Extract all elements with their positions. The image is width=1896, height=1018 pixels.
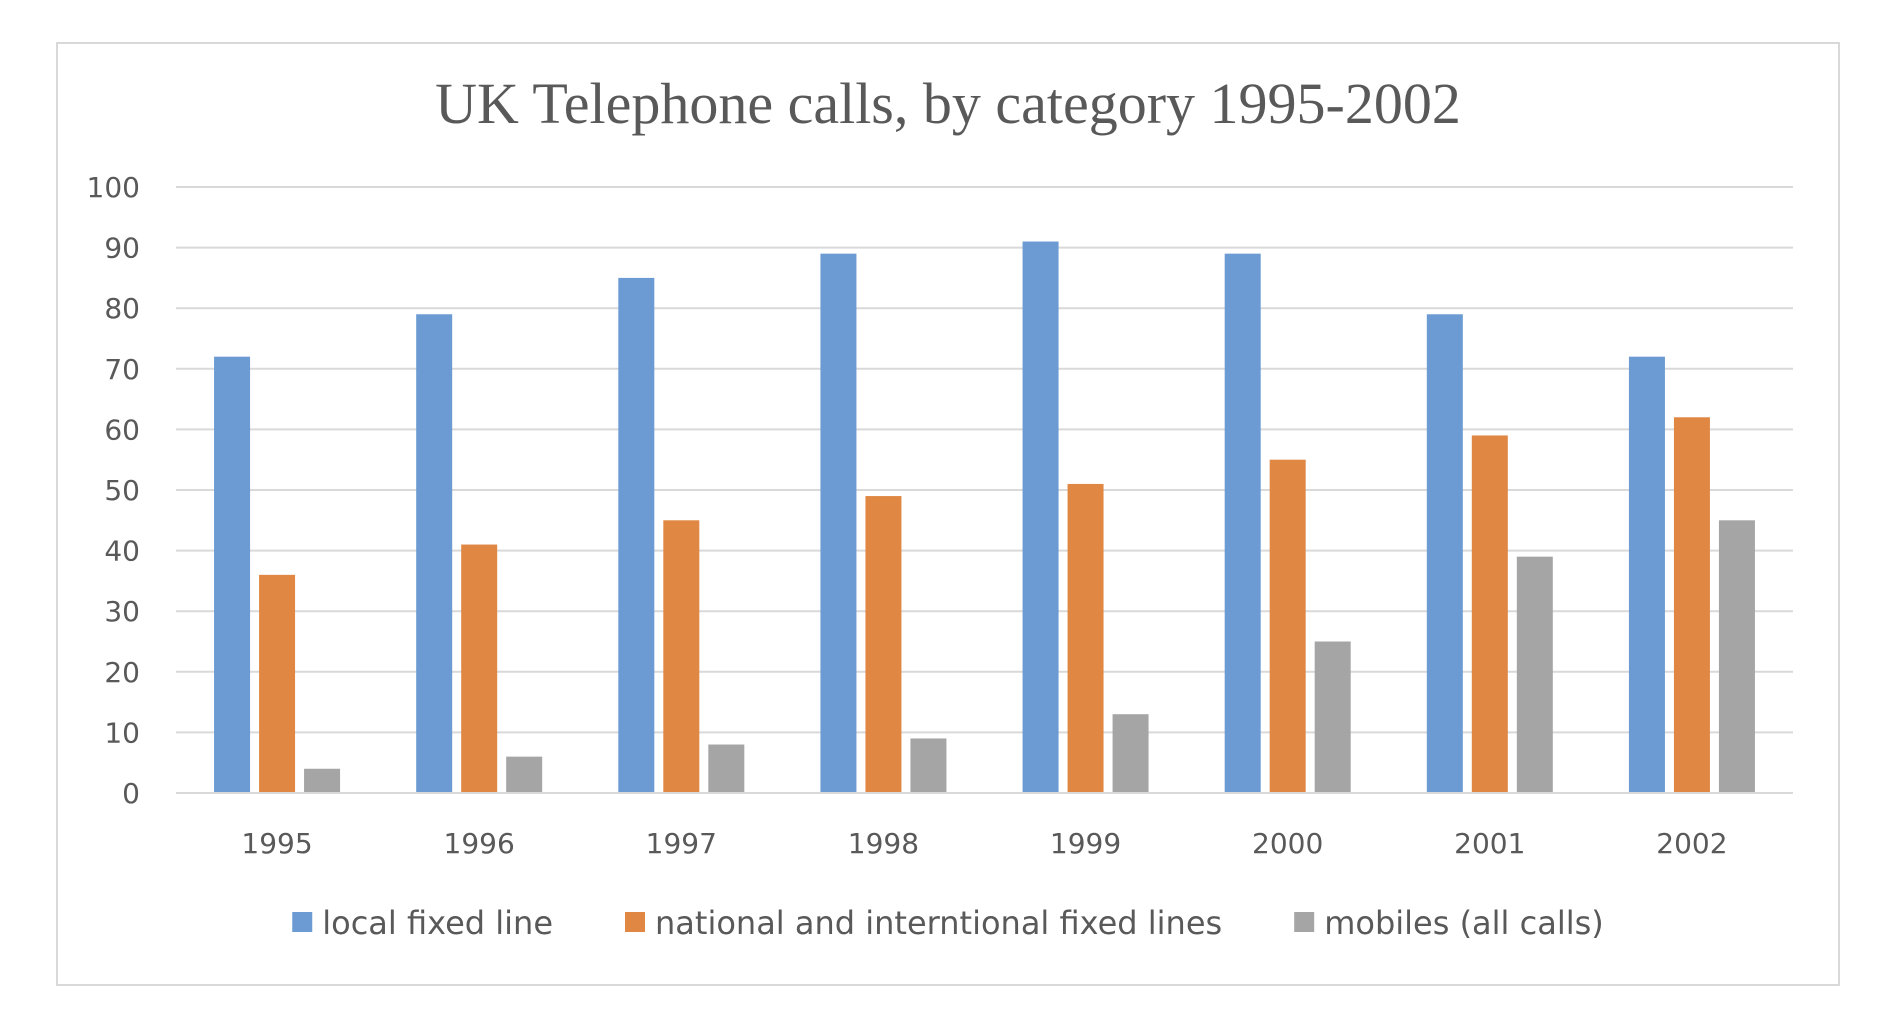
legend-item: mobiles (all calls)	[1294, 904, 1604, 942]
legend-label: local fixed line	[322, 904, 553, 942]
bar	[1112, 714, 1149, 793]
bar	[618, 277, 655, 793]
legend-item: national and interntional fixed lines	[625, 904, 1222, 942]
y-tick-label: 0	[122, 777, 140, 810]
x-tick-label: 2001	[1454, 827, 1525, 860]
y-tick-label: 60	[104, 413, 140, 446]
bar	[1314, 641, 1351, 793]
y-tick-label: 40	[104, 535, 140, 568]
chart-title: UK Telephone calls, by category 1995-200…	[435, 71, 1461, 136]
y-tick-label: 70	[104, 353, 140, 386]
x-tick-label: 2000	[1252, 827, 1323, 860]
y-tick-label: 80	[104, 292, 140, 325]
bar	[1471, 435, 1508, 793]
x-tick-label: 2002	[1656, 827, 1727, 860]
bar	[1516, 556, 1553, 793]
bars	[214, 241, 1755, 794]
legend-label: mobiles (all calls)	[1324, 904, 1604, 942]
y-tick-label: 50	[104, 474, 140, 507]
bar	[708, 744, 745, 793]
x-tick-label: 1996	[444, 827, 515, 860]
y-axis-ticks: 0 10 20 30 40 50 60 70 80 90 100	[87, 171, 140, 810]
bar	[663, 520, 700, 793]
bar	[865, 496, 902, 793]
chart-frame	[56, 42, 1840, 986]
x-axis-ticks: 1995 1996 1997 1998 1999 2000 2001 2002	[241, 827, 1727, 860]
bar	[820, 253, 857, 793]
y-tick-label: 90	[104, 232, 140, 265]
bar	[1224, 253, 1261, 793]
x-tick-label: 1999	[1050, 827, 1121, 860]
bar	[259, 574, 296, 793]
bar	[1269, 459, 1306, 793]
legend-swatch	[292, 912, 313, 932]
bar	[416, 314, 453, 793]
bar	[1022, 241, 1059, 794]
x-tick-label: 1997	[646, 827, 717, 860]
y-tick-label: 20	[104, 656, 140, 689]
bar	[1673, 417, 1710, 793]
y-tick-label: 30	[104, 595, 140, 628]
bar	[1426, 314, 1463, 793]
y-tick-label: 100	[87, 171, 140, 204]
bar	[1067, 483, 1104, 793]
bar	[1628, 356, 1665, 793]
bar	[506, 756, 543, 793]
bar	[461, 544, 498, 793]
legend-swatch	[1294, 912, 1315, 932]
y-tick-label: 10	[104, 716, 140, 749]
legend-swatch	[625, 912, 646, 932]
bar	[214, 356, 251, 793]
legend-item: local fixed line	[292, 904, 553, 942]
x-tick-label: 1995	[241, 827, 312, 860]
legend: local fixed line national and interntiona…	[292, 904, 1604, 942]
bar	[910, 738, 947, 793]
legend-label: national and interntional fixed lines	[655, 904, 1222, 942]
bar	[304, 768, 341, 793]
x-tick-label: 1998	[848, 827, 919, 860]
bar	[1718, 520, 1755, 793]
